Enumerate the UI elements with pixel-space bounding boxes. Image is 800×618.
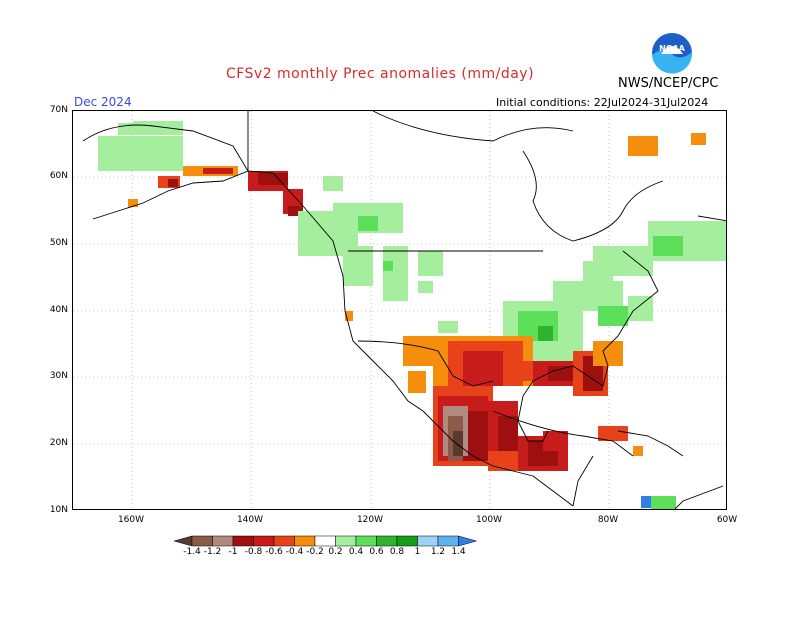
lat-label-60n: 60N	[49, 171, 68, 181]
colorbar-tick-label: -1.2	[203, 547, 222, 557]
initial-conditions-label: Initial conditions: 22Jul2024-31Jul2024	[496, 96, 709, 109]
svg-text:NOAA: NOAA	[659, 44, 685, 53]
map-frame	[72, 110, 727, 510]
month-label: Dec 2024	[74, 95, 132, 109]
colorbar-tick-label: -0.8	[244, 547, 263, 557]
colorbar-tick-label: -0.2	[306, 547, 324, 557]
colorbar-tick-label: 0.2	[328, 547, 343, 557]
colorbar-cell	[396, 535, 418, 547]
colorbar-cell	[191, 535, 213, 547]
lat-label-50n: 50N	[49, 238, 68, 248]
colorbar-cell	[273, 535, 295, 547]
lat-label-30n: 30N	[49, 371, 68, 381]
org-label: NWS/NCEP/CPC	[618, 76, 719, 91]
lat-label-10n: 10N	[49, 505, 68, 515]
noaa-logo: NOAA	[652, 33, 693, 74]
colorbar-cell	[335, 535, 357, 547]
colorbar-cell	[294, 535, 316, 547]
lon-label-140w: 140W	[236, 515, 264, 525]
colorbar-cell	[417, 535, 439, 547]
colorbar-cell	[314, 535, 336, 547]
colorbar-arrow-left	[173, 535, 193, 547]
colorbar-arrow-right	[458, 535, 478, 547]
colorbar-cell	[437, 535, 459, 547]
colorbar-cell	[253, 535, 275, 547]
lat-label-20n: 20N	[49, 438, 68, 448]
colorbar-tick-label: -0.4	[285, 547, 304, 557]
colorbar-tick-label: 1.4	[451, 547, 466, 557]
lon-label-160w: 160W	[117, 515, 145, 525]
colorbar-tick-label: -1	[228, 547, 238, 557]
lat-label-70n: 70N	[49, 105, 68, 115]
colorbar-cell	[232, 535, 254, 547]
colorbar-cell	[376, 535, 398, 547]
colorbar-tick-label: 1	[414, 547, 421, 557]
colorbar-cell	[355, 535, 377, 547]
lat-label-40n: 40N	[49, 305, 68, 315]
colorbar	[173, 535, 478, 547]
colorbar-tick-label: 0.4	[348, 547, 364, 557]
map-title: CFSv2 monthly Prec anomalies (mm/day)	[225, 66, 535, 82]
precip-anomaly-shading	[98, 121, 726, 509]
colorbar-tick-label: 1.2	[430, 547, 446, 557]
map-outlines	[82, 111, 726, 509]
colorbar-cells	[173, 535, 478, 547]
colorbar-tick-label: -0.6	[265, 547, 283, 557]
colorbar-tick-label: 0.6	[369, 547, 384, 557]
lon-label-100w: 100W	[475, 515, 503, 525]
colorbar-tick-label: 0.8	[389, 547, 405, 557]
lon-label-80w: 80W	[597, 515, 619, 525]
colorbar-cell	[212, 535, 234, 547]
anomaly-map	[73, 111, 726, 509]
lon-label-60w: 60W	[716, 515, 738, 525]
lon-label-120w: 120W	[356, 515, 384, 525]
colorbar-tick-label: -1.4	[183, 547, 201, 557]
